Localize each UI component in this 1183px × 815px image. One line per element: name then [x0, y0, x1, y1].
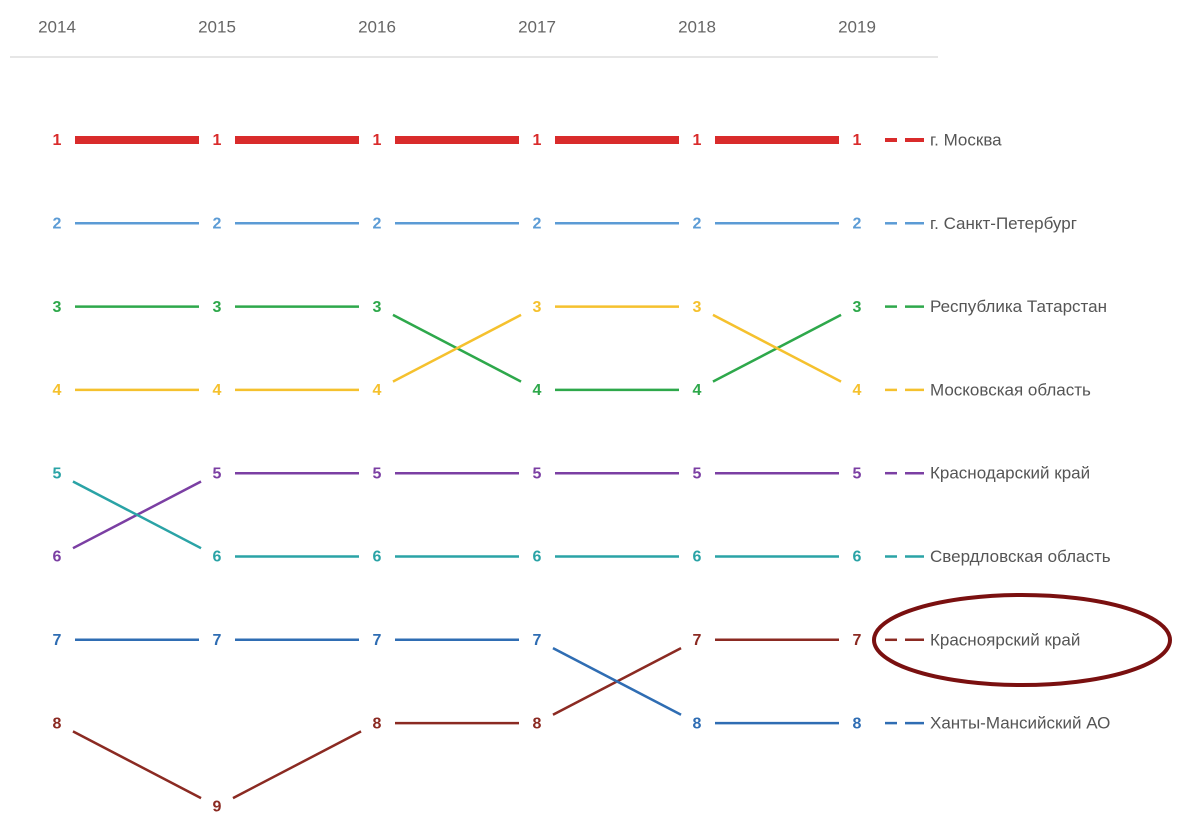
rank-label: 3 [533, 299, 542, 316]
rank-label: 4 [533, 382, 542, 399]
rank-label: 7 [213, 632, 222, 649]
rank-label: 1 [853, 132, 862, 149]
rank-label: 7 [53, 632, 62, 649]
rank-label: 6 [853, 549, 862, 566]
highlight-ellipse [872, 593, 1172, 687]
rank-label: 1 [693, 132, 702, 149]
legend-label: Республика Татарстан [930, 297, 1107, 316]
legend-label: Московская область [930, 380, 1091, 399]
rank-label: 3 [373, 299, 382, 316]
legend-label: Краснодарский край [930, 464, 1090, 483]
rank-label: 6 [533, 549, 542, 566]
rank-label: 4 [373, 382, 382, 399]
rank-label: 8 [533, 715, 542, 732]
series-segment [552, 647, 682, 716]
rank-label: 2 [53, 216, 62, 233]
rank-label: 1 [373, 132, 382, 149]
rank-label: 8 [53, 715, 62, 732]
rank-label: 9 [213, 799, 222, 815]
rank-label: 3 [53, 299, 62, 316]
rank-label: 2 [533, 216, 542, 233]
rank-label: 4 [53, 382, 62, 399]
rank-label: 5 [853, 465, 862, 482]
legend-label: г. Санкт-Петербург [930, 214, 1077, 233]
rank-label: 7 [693, 632, 702, 649]
legend-label: г. Москва [930, 130, 1002, 149]
rank-label: 5 [213, 465, 222, 482]
legend-label: Свердловская область [930, 547, 1111, 566]
rank-label: 3 [213, 299, 222, 316]
rank-label: 3 [693, 299, 702, 316]
rank-label: 5 [373, 465, 382, 482]
x-tick-label: 2018 [678, 17, 716, 36]
rank-label: 6 [53, 549, 62, 566]
rank-label: 2 [693, 216, 702, 233]
rank-label: 1 [213, 132, 222, 149]
rank-label: 1 [533, 132, 542, 149]
rank-label: 6 [373, 549, 382, 566]
rank-label: 7 [533, 632, 542, 649]
x-tick-label: 2016 [358, 17, 396, 36]
rank-label: 4 [853, 382, 862, 399]
series-segment [712, 313, 842, 383]
rank-label: 8 [693, 715, 702, 732]
legend-label: Ханты-Мансийский АО [930, 714, 1110, 733]
rank-label: 4 [693, 382, 702, 399]
rank-label: 5 [533, 465, 542, 482]
rank-label: 7 [853, 632, 862, 649]
rank-label: 7 [373, 632, 382, 649]
rank-label: 2 [853, 216, 862, 233]
rank-label: 2 [213, 216, 222, 233]
legend-label: Красноярский край [930, 630, 1080, 649]
x-tick-label: 2015 [198, 17, 236, 36]
rank-label: 8 [373, 715, 382, 732]
series-segment [72, 480, 202, 550]
x-tick-label: 2017 [518, 17, 556, 36]
rank-label: 3 [853, 299, 862, 316]
series-segment [392, 313, 522, 383]
rank-label: 2 [373, 216, 382, 233]
rank-label: 1 [53, 132, 62, 149]
rank-label: 6 [693, 549, 702, 566]
series-segment [232, 730, 362, 800]
rank-label: 6 [213, 549, 222, 566]
series-segment [72, 730, 202, 800]
rank-label: 5 [693, 465, 702, 482]
rank-label: 4 [213, 382, 222, 399]
rank-label: 8 [853, 715, 862, 732]
x-tick-label: 2019 [838, 17, 876, 36]
x-tick-label: 2014 [38, 17, 76, 36]
rank-label: 5 [53, 465, 62, 482]
